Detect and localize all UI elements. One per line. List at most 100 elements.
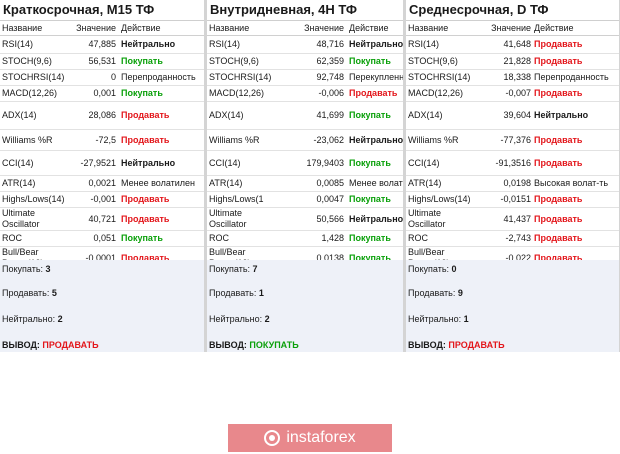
indicator-action: Нейтрально: [121, 39, 176, 49]
indicator-value: 39,604: [503, 110, 531, 120]
indicator-name: Williams %R: [209, 134, 260, 145]
indicator-name: STOCH(9,6): [209, 56, 259, 66]
panel-title: Среднесрочная, D ТФ: [406, 0, 619, 21]
summary-neutral-count: 1: [463, 314, 469, 324]
table-row: STOCHRSI(14) 0 Перепроданность: [0, 70, 204, 86]
header-value: Значение: [76, 23, 116, 33]
header-name: Название: [2, 23, 43, 33]
indicator-action: Нейтрально: [349, 213, 404, 224]
indicator-name: CCI(14): [209, 157, 241, 168]
summary-verdict: ВЫВОД: ПОКУПАТЬ: [209, 340, 299, 350]
table-header: Название Значение Действие: [0, 21, 204, 36]
summary-neutral: Нейтрально: 2: [2, 314, 63, 324]
brand-banner[interactable]: instaforex: [228, 424, 392, 452]
indicator-action: Продавать: [534, 233, 583, 243]
indicator-value: 0: [110, 72, 116, 82]
summary-neutral-label: Нейтрально:: [408, 314, 462, 324]
table-row: ROC 0,051 Покупать: [0, 231, 204, 247]
indicator-name: ATR(14): [209, 178, 243, 188]
summary-buy-count: 7: [252, 264, 258, 274]
indicator-name: CCI(14): [2, 157, 34, 168]
summary-box: Покупать: 7 Продавать: 1 Нейтрально: 2 ВЫВО…: [207, 260, 403, 352]
indicator-action: Нейтрально: [349, 39, 404, 49]
indicator-action: Покупать: [349, 110, 391, 120]
indicator-value: 0,0198: [503, 178, 531, 188]
indicator-name: ROC: [408, 233, 428, 243]
indicator-name: ATR(14): [2, 178, 36, 188]
table-row: RSI(14) 47,885 Нейтрально: [0, 36, 204, 54]
indicator-action: Нейтрально: [349, 134, 404, 145]
summary-sell-label: Продавать:: [408, 288, 456, 298]
summary-buy: Покупать: 0: [408, 264, 457, 274]
verdict-label: ВЫВОД:: [2, 340, 40, 350]
panel-m15: Краткосрочная, М15 ТФ Название Значение Дей…: [0, 0, 207, 352]
table-row: MACD(12,26) 0,001 Покупать: [0, 86, 204, 102]
table-row: CCI(14) -91,3516 Продавать: [406, 151, 619, 176]
summary-neutral: Нейтрально: 1: [408, 314, 469, 324]
indicator-action: Продавать: [534, 157, 583, 168]
table-row: Highs/Lows(14) -0,0151 Продавать: [406, 192, 619, 208]
summary-sell-count: 5: [51, 288, 57, 298]
indicator-name: Ultimate Oscillator: [2, 208, 40, 229]
indicator-action: Перекупленность: [349, 72, 405, 82]
table-row: ROC -2,743 Продавать: [406, 231, 619, 247]
indicator-value: 1,428: [321, 233, 344, 243]
table-row: ATR(14) 0,0198 Высокая волат-ть: [406, 176, 619, 192]
summary-sell-count: 1: [258, 288, 264, 298]
indicator-action: Покупать: [349, 157, 391, 168]
summary-neutral-label: Нейтрально:: [2, 314, 56, 324]
indicator-name: CCI(14): [408, 157, 440, 168]
header-name: Название: [408, 23, 449, 33]
panel-4h: Внутридневная, 4Н ТФ Название Значение Дейс…: [207, 0, 406, 352]
summary-buy-label: Покупать:: [209, 264, 251, 274]
indicator-value: 18,338: [503, 72, 531, 82]
table-row: Williams %R -72,5 Продавать: [0, 130, 204, 151]
indicator-name: ADX(14): [209, 110, 244, 120]
indicator-value: -0,007: [505, 88, 531, 98]
indicator-action: Продавать: [534, 213, 583, 224]
table-row: CCI(14) 179,9403 Покупать: [207, 151, 403, 176]
indicator-action: Покупать: [121, 88, 163, 98]
indicator-value: -23,062: [313, 134, 344, 145]
summary-box: Покупать: 3 Продавать: 5 Нейтрально: 2 ВЫВО…: [0, 260, 204, 352]
indicator-action: Покупать: [349, 252, 391, 263]
indicator-action: Продавать: [121, 134, 170, 145]
indicator-action: Нейтрально: [121, 157, 176, 168]
summary-sell-count: 9: [457, 288, 463, 298]
indicator-name: STOCHRSI(14): [408, 72, 471, 82]
verdict-value: ПОКУПАТЬ: [249, 340, 299, 350]
indicator-action: Покупать: [349, 233, 391, 243]
indicator-action: Продавать: [349, 88, 398, 98]
indicator-name: ADX(14): [408, 110, 443, 120]
indicator-value: 41,648: [503, 39, 531, 49]
summary-neutral-count: 2: [57, 314, 63, 324]
table-row: ADX(14) 41,699 Покупать: [207, 102, 403, 130]
table-row: Ultimate Oscillator 40,721 Продавать: [0, 208, 204, 231]
indicator-name: Ultimate Oscillator: [209, 208, 247, 229]
indicator-name: MACD(12,26): [209, 88, 265, 98]
indicator-value: 179,9403: [306, 157, 344, 168]
indicator-value: 0,0138: [316, 252, 344, 263]
verdict-label: ВЫВОД:: [408, 340, 446, 350]
summary-buy-label: Покупать:: [408, 264, 450, 274]
summary-sell: Продавать: 1: [209, 288, 264, 298]
brand-name: instaforex: [286, 429, 356, 446]
summary-buy-count: 3: [45, 264, 51, 274]
indicator-value: 21,828: [503, 56, 531, 66]
summary-box: Покупать: 0 Продавать: 9 Нейтрально: 1 ВЫВО…: [406, 260, 619, 352]
summary-buy: Покупать: 7: [209, 264, 258, 274]
summary-buy-count: 0: [451, 264, 457, 274]
table-row: ADX(14) 39,604 Нейтрально: [406, 102, 619, 130]
indicator-name: Highs/Lows(14): [2, 194, 65, 204]
header-value: Значение: [304, 23, 344, 33]
verdict-value: ПРОДАВАТЬ: [448, 340, 505, 350]
table-row: Highs/Lows(1 0,0047 Покупать: [207, 192, 403, 208]
summary-sell-label: Продавать:: [209, 288, 257, 298]
table-row: ATR(14) 0,0085 Менее волатилен: [207, 176, 403, 192]
indicator-value: 40,721: [88, 213, 116, 224]
indicator-value: 41,437: [503, 213, 531, 224]
indicator-value: 0,0085: [316, 178, 344, 188]
indicator-name: RSI(14): [408, 39, 440, 49]
indicator-action: Менее волатилен: [349, 178, 403, 188]
